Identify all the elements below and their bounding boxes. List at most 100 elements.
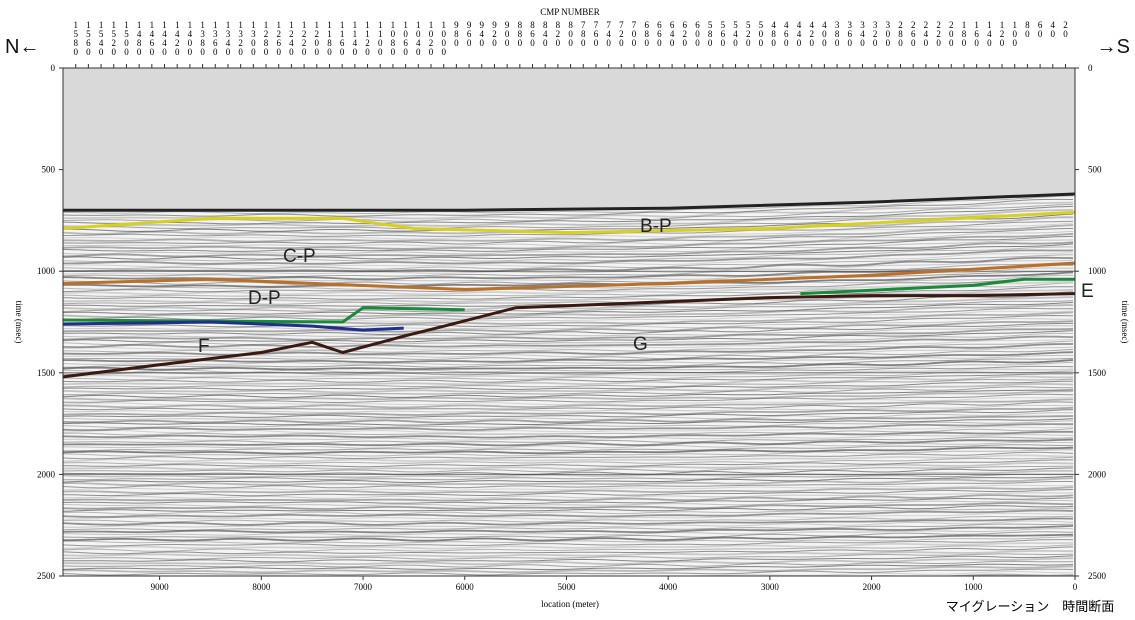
reflector	[63, 563, 1074, 571]
x2-tick-label: 1180	[324, 20, 334, 56]
reflector	[63, 373, 1073, 383]
reflector	[63, 565, 1074, 574]
reflector	[63, 368, 1074, 379]
x2-tick-label: 860	[528, 20, 538, 47]
reflector	[63, 361, 1074, 373]
reflector	[63, 286, 1073, 300]
reflector	[63, 568, 1074, 576]
x2-tick-label: 760	[591, 20, 601, 47]
x2-tick-label: 580	[705, 20, 715, 47]
reflector	[63, 390, 1074, 401]
x-tick-label: 1000	[964, 582, 983, 592]
horizon-label: B-P	[640, 216, 672, 237]
reflector	[63, 198, 1073, 217]
reflector	[63, 222, 1074, 240]
reflector	[63, 351, 1074, 364]
reflector	[63, 382, 1074, 394]
reflector	[63, 434, 1073, 441]
x2-tick-label: 940	[477, 20, 487, 47]
x2-tick-label: 220	[934, 20, 944, 47]
x2-tick-label: 560	[718, 20, 728, 47]
reflector	[63, 436, 1074, 444]
reflector	[63, 259, 1074, 275]
reflector	[63, 332, 1074, 346]
x2-tick-label: 1160	[337, 20, 347, 56]
x2-tick-label: 1400	[185, 20, 195, 56]
reflector	[63, 330, 1074, 343]
reflector	[63, 398, 1074, 409]
reflector	[63, 278, 1074, 293]
x2-tick-label: 540	[731, 20, 741, 47]
y-tick-label: 2500	[37, 571, 56, 581]
reflector	[63, 444, 1073, 452]
reflector	[63, 475, 1074, 484]
reflector	[63, 536, 1074, 544]
x2-tick-label: 200	[946, 20, 956, 47]
x2-tick-label: 460	[781, 20, 791, 47]
x2-tick-label: 80	[1022, 20, 1032, 38]
reflector	[63, 301, 1074, 315]
x2-tick-label: 600	[692, 20, 702, 47]
horizon-label: D-P	[248, 288, 281, 309]
x2-tick-label: 420	[807, 20, 817, 47]
x2-tick-label: 440	[794, 20, 804, 47]
x2-tick-label: 1040	[413, 20, 423, 56]
y-tick-label-right: 1000	[1088, 266, 1107, 276]
reflector	[63, 539, 1074, 547]
reflector	[63, 325, 1073, 338]
x2-tick-label: 300	[883, 20, 893, 47]
x2-tick-label: 480	[769, 20, 779, 47]
reflector	[63, 426, 1074, 434]
reflector	[63, 209, 1074, 228]
x2-tick-label: 240	[921, 20, 931, 47]
reflector	[63, 430, 1073, 439]
y-tick-label-right: 2000	[1088, 469, 1107, 479]
reflector	[63, 546, 1074, 555]
x2-tick-label: 620	[680, 20, 690, 47]
reflector	[63, 246, 1073, 262]
reflector	[63, 456, 1074, 465]
x2-tick-label: 920	[489, 20, 499, 47]
reflector	[63, 515, 1074, 523]
horizon-label: C-P	[283, 246, 316, 267]
x2-tick-label: 180	[959, 20, 969, 47]
x2-tick-label: 780	[578, 20, 588, 47]
reflector	[63, 484, 1074, 491]
reflector	[63, 224, 1074, 243]
y-axis-label-right: time (msec)	[1120, 301, 1130, 344]
x2-tick-label: 1100	[375, 20, 385, 56]
reflector	[63, 544, 1074, 552]
reflector	[63, 553, 1074, 560]
reflector	[63, 418, 1074, 426]
x-tick-label: 2000	[863, 582, 882, 592]
x-axis-label: location (meter)	[541, 599, 599, 609]
y-tick-label: 2000	[37, 469, 56, 479]
x2-tick-label: 500	[756, 20, 766, 47]
reflector	[63, 205, 1074, 225]
x2-tick-label: 1240	[286, 20, 296, 56]
x2-tick-label: 800	[566, 20, 576, 47]
reflector	[63, 507, 1074, 515]
reflector	[63, 512, 1073, 520]
reflector	[63, 423, 1073, 432]
reflector	[63, 230, 1074, 247]
x2-tick-label: 100	[1010, 20, 1020, 47]
reflector	[63, 211, 1074, 230]
x-tick-label: 4000	[659, 582, 678, 592]
reflector	[63, 520, 1074, 528]
x2-tick-label: 320	[870, 20, 880, 47]
reflector	[63, 359, 1074, 371]
reflector	[63, 481, 1073, 489]
reflector	[63, 473, 1073, 481]
reflector	[63, 249, 1074, 265]
x2-tick-label: 1380	[198, 20, 208, 56]
x2-tick-label: 960	[464, 20, 474, 47]
x2-tick-label: 20	[1060, 20, 1070, 38]
x-tick-label: 8000	[252, 582, 271, 592]
reflector	[63, 441, 1073, 449]
x2-tick-label: 740	[604, 20, 614, 47]
horizon-label: E	[1081, 281, 1094, 302]
x2-tick-label: 1320	[236, 20, 246, 56]
reflector	[63, 555, 1074, 563]
x-tick-label: 3000	[761, 582, 780, 592]
